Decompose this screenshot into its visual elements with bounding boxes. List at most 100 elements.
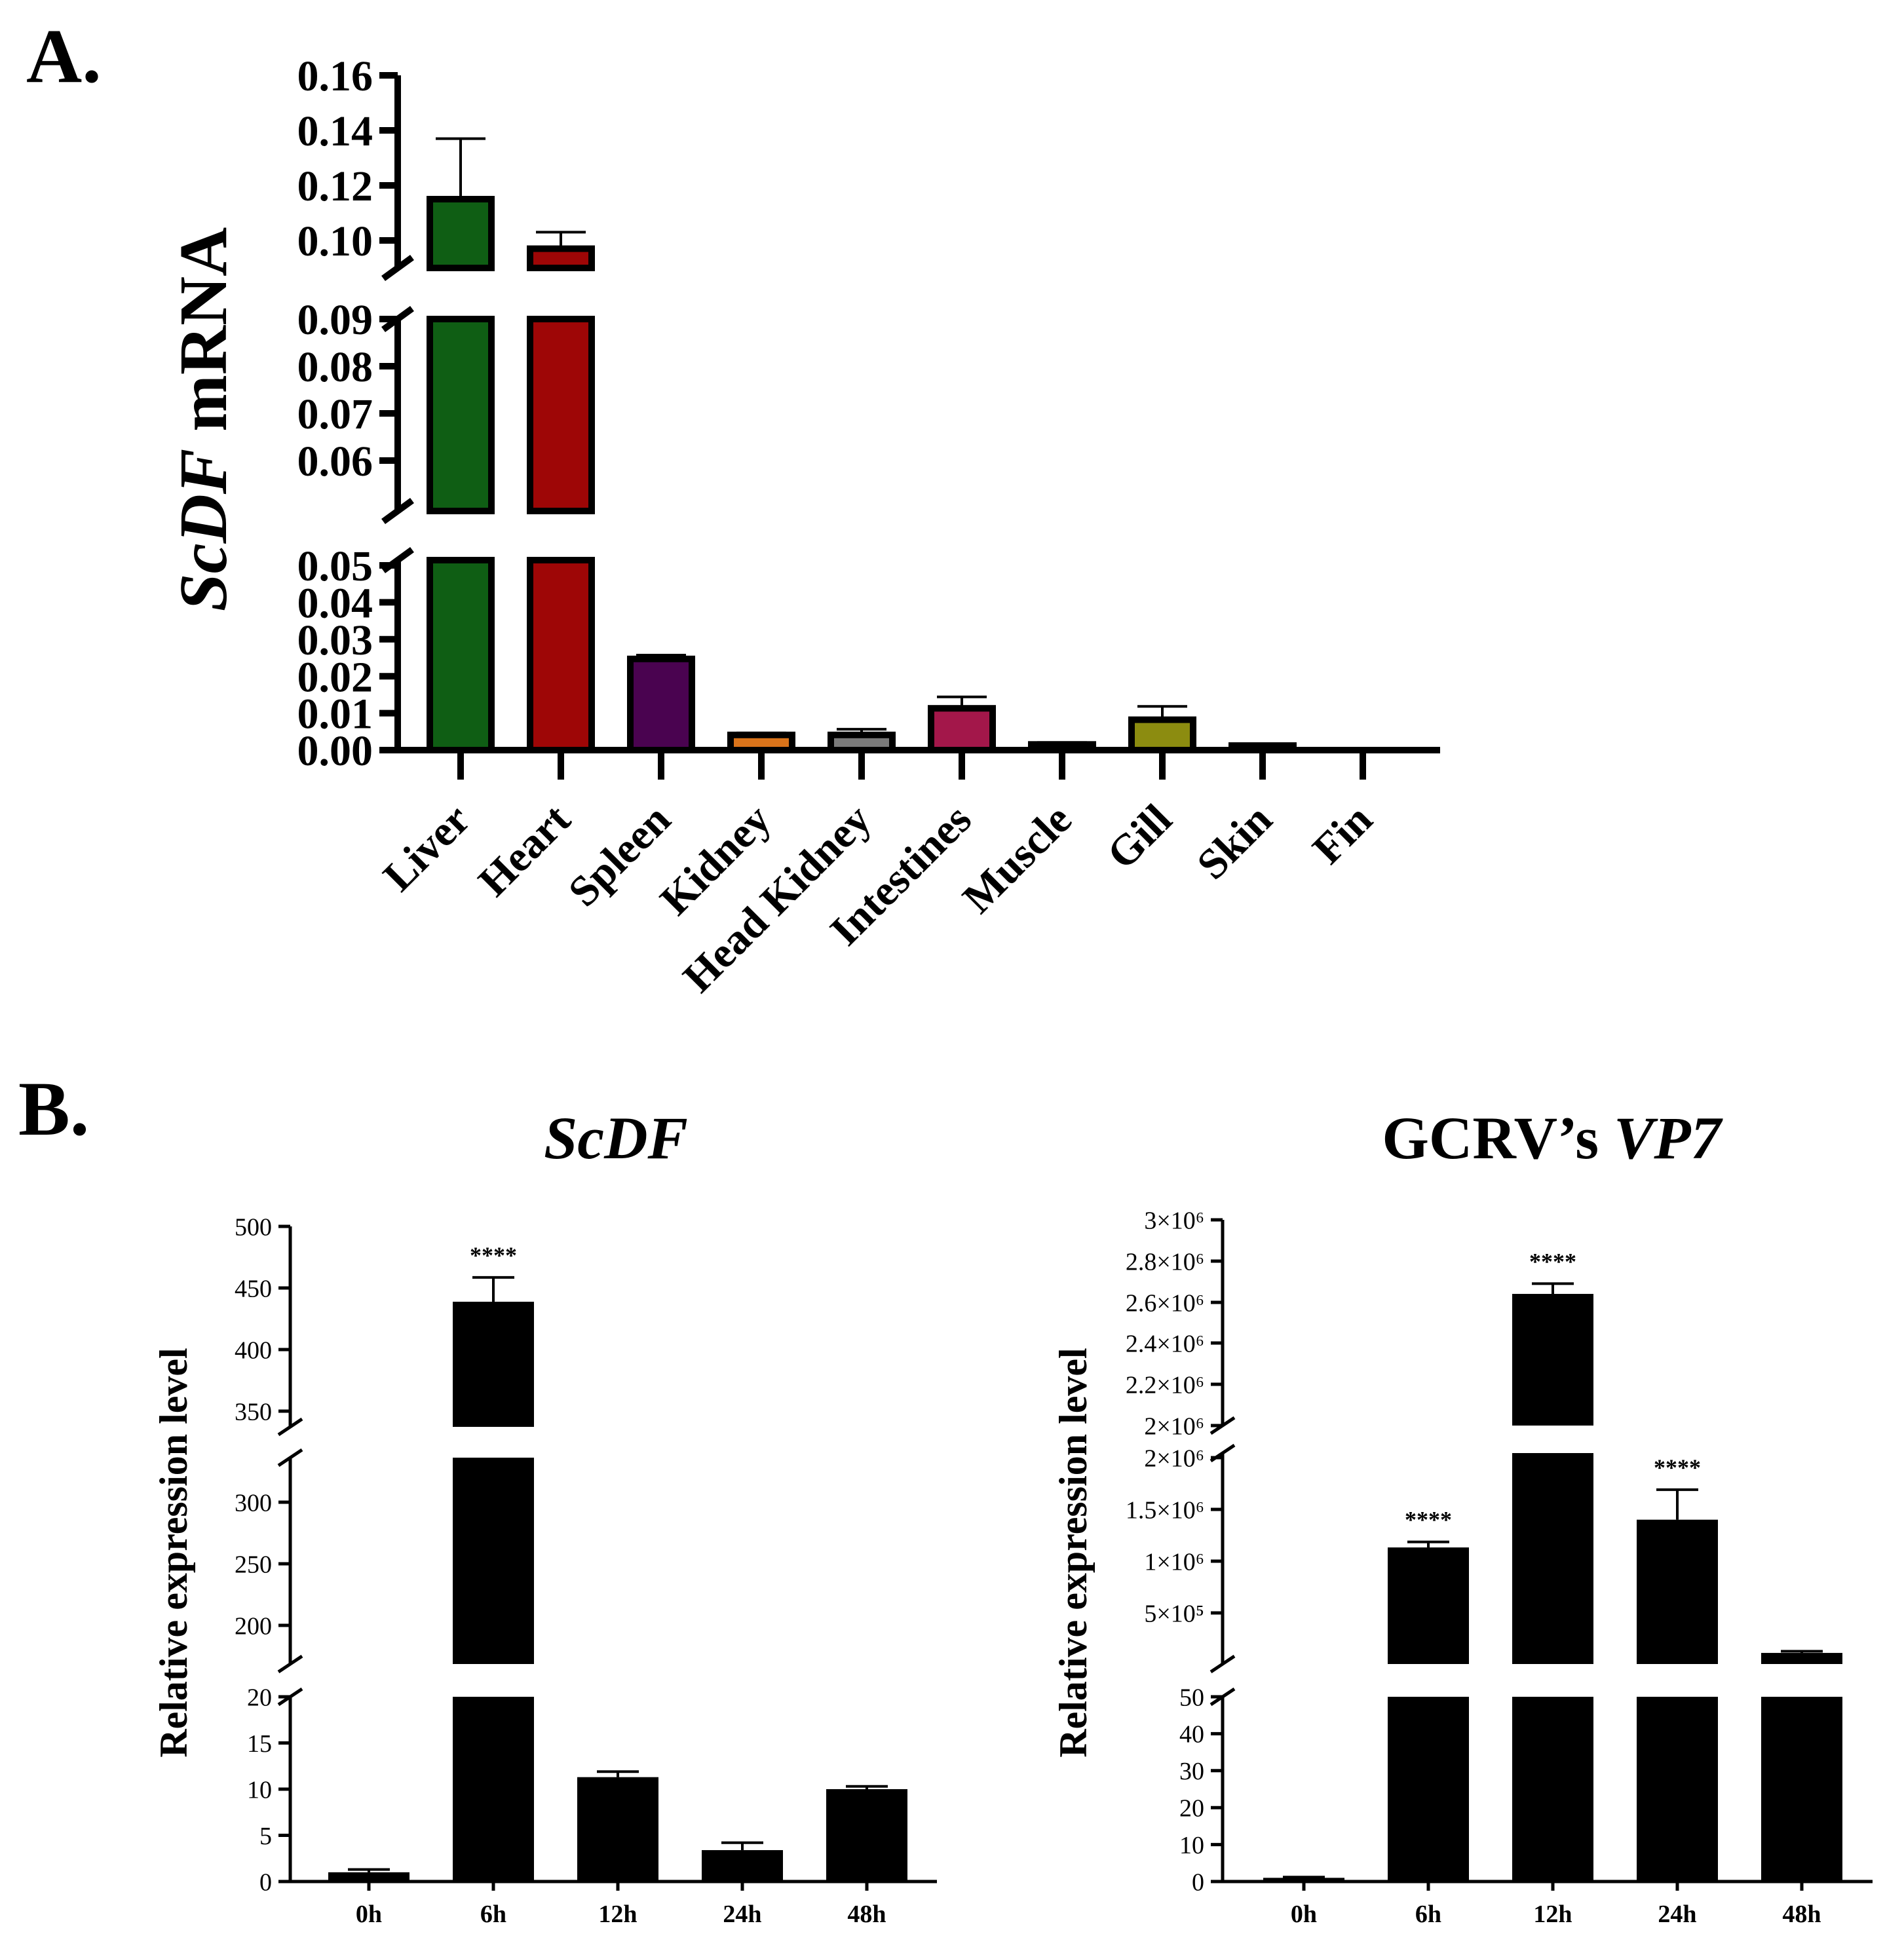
y-tick-label: 0.07 xyxy=(297,390,373,438)
chart-a-y-axis-title: ScDF mRNA xyxy=(166,227,241,611)
x-category-label: Gill xyxy=(1098,795,1181,879)
y-tick-label: 0.08 xyxy=(297,343,373,391)
y-tick-label: 250 xyxy=(235,1551,272,1578)
y-tick-label: 350 xyxy=(235,1398,272,1426)
y-tick-label: 0.10 xyxy=(297,218,373,265)
axis-break-mark xyxy=(381,254,414,282)
significance-marker: **** xyxy=(470,1242,517,1268)
bar-12h xyxy=(1512,1294,1593,1426)
chart-b-left-y-axis-title: Relative expression level xyxy=(152,1348,195,1757)
chart-b-left-scdf: 0 5 10 15 20 200 250 300 350 400 450 500 0h **** 6h 12h… xyxy=(152,1213,937,1928)
y-tick-label: 2.2×10⁶ xyxy=(1126,1371,1204,1399)
bar-24h xyxy=(1637,1697,1718,1882)
y-axis-title-rest: mRNA xyxy=(166,227,241,449)
bar-6h xyxy=(1388,1547,1469,1664)
y-tick-label: 450 xyxy=(235,1275,272,1302)
y-tick-label: 0.12 xyxy=(297,162,373,210)
x-category-label: 48h xyxy=(1782,1901,1821,1928)
chart-b-right-y-axis-title: Relative expression level xyxy=(1052,1348,1095,1757)
axis-break-mark xyxy=(1209,1654,1236,1674)
y-tick-label: 0 xyxy=(1192,1868,1204,1896)
bar-12h xyxy=(1512,1697,1593,1882)
chart-b-left-title: ScDF xyxy=(544,1105,688,1171)
bar-kidney xyxy=(727,731,795,754)
y-tick-label: 20 xyxy=(247,1684,272,1711)
bar-head-kidney xyxy=(828,731,896,754)
y-tick-label: 2×10⁶ xyxy=(1144,1445,1204,1472)
y-tick-label: 40 xyxy=(1179,1721,1204,1749)
y-tick-label: 0.14 xyxy=(297,107,373,155)
significance-marker: **** xyxy=(1654,1454,1701,1481)
bar-48h xyxy=(826,1789,907,1882)
y-tick-label: 300 xyxy=(235,1489,272,1517)
x-category-label: 12h xyxy=(598,1901,637,1928)
bar-liver xyxy=(427,196,495,271)
panel-a-label: A. xyxy=(26,13,102,99)
y-tick-label: 0.03 xyxy=(297,616,373,664)
axis-break-mark xyxy=(277,1448,303,1467)
y-tick-label: 0.16 xyxy=(297,52,373,100)
bar-heart xyxy=(527,245,595,272)
x-category-label: 24h xyxy=(1658,1901,1696,1928)
bar-muscle xyxy=(1028,741,1096,754)
y-tick-label: 200 xyxy=(235,1612,272,1640)
bar-12h xyxy=(1512,1453,1593,1664)
bar-6h xyxy=(453,1697,534,1882)
bar-48h xyxy=(1761,1697,1842,1882)
x-category-label: 24h xyxy=(723,1901,761,1928)
y-tick-label: 2×10⁶ xyxy=(1144,1412,1204,1440)
bar-24h xyxy=(1637,1519,1718,1664)
y-tick-label: 0 xyxy=(259,1868,272,1896)
chart-b-right-title-plain: GCRV’s xyxy=(1382,1105,1614,1171)
bar-intestines xyxy=(928,705,996,753)
bar-gill xyxy=(1128,716,1196,753)
bar-skin xyxy=(1228,742,1297,754)
bar-0h xyxy=(328,1872,409,1882)
bar-48h xyxy=(1761,1653,1842,1664)
bar-24h xyxy=(702,1850,783,1882)
chart-b-right-title-italic: VP7 xyxy=(1614,1105,1724,1171)
y-tick-label: 400 xyxy=(235,1336,272,1364)
x-category-label: 6h xyxy=(480,1901,506,1928)
y-tick-label: 50 xyxy=(1179,1684,1204,1711)
chart-a-tissue-expression: 0.000.010.020.030.040.05 0.060.070.080.09… xyxy=(166,52,1440,1002)
y-tick-label: 0.06 xyxy=(297,438,373,485)
y-tick-label: 15 xyxy=(247,1730,272,1758)
y-tick-label: 1.5×10⁶ xyxy=(1126,1496,1204,1524)
bar-spleen xyxy=(627,655,695,753)
bar-liver xyxy=(427,316,495,514)
y-tick-label: 0.00 xyxy=(297,727,373,775)
axis-break-mark xyxy=(277,1654,303,1674)
x-category-label: 0h xyxy=(356,1901,382,1928)
y-tick-label: 0.05 xyxy=(297,542,373,590)
y-tick-label: 0.02 xyxy=(297,653,373,701)
x-category-label: 0h xyxy=(1291,1901,1317,1928)
chart-b-right-title: GCRV’s VP7 xyxy=(1382,1105,1723,1171)
y-tick-label: 30 xyxy=(1179,1758,1204,1785)
x-category-label: 12h xyxy=(1533,1901,1572,1928)
y-tick-label: 10 xyxy=(247,1776,272,1804)
x-category-label: Skin xyxy=(1188,795,1281,888)
y-tick-label: 2.4×10⁶ xyxy=(1126,1330,1204,1357)
bar-6h xyxy=(1388,1697,1469,1882)
y-tick-label: 5 xyxy=(259,1823,272,1850)
x-category-label: Fin xyxy=(1304,795,1382,873)
y-tick-label: 20 xyxy=(1179,1795,1204,1823)
y-tick-label: 10 xyxy=(1179,1832,1204,1859)
y-tick-label: 500 xyxy=(235,1213,272,1241)
bar-liver xyxy=(427,557,495,753)
y-tick-label: 2.6×10⁶ xyxy=(1126,1289,1204,1317)
x-category-label: Liver xyxy=(374,795,479,900)
y-tick-label: 5×10⁵ xyxy=(1144,1600,1204,1627)
significance-marker: **** xyxy=(1529,1248,1576,1274)
x-category-label: Heart xyxy=(469,795,579,905)
bar-heart xyxy=(527,316,595,514)
x-category-label: 48h xyxy=(847,1901,886,1928)
x-category-label: Muscle xyxy=(953,795,1080,922)
bar-6h xyxy=(453,1301,534,1427)
y-axis-title-italic: ScDF xyxy=(166,449,241,611)
bar-6h xyxy=(453,1458,534,1664)
y-tick-label: 0.04 xyxy=(297,580,373,628)
significance-marker: **** xyxy=(1405,1507,1452,1533)
